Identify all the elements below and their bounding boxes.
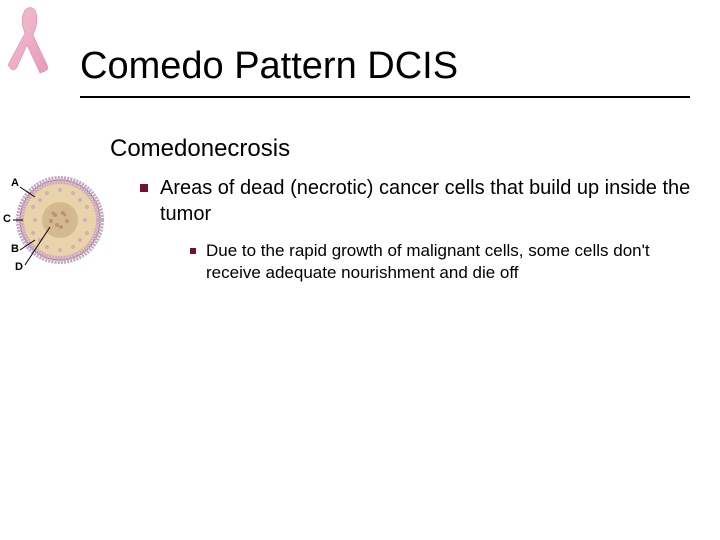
bullet-level2-text: Due to the rapid growth of malignant cel…	[206, 240, 705, 284]
title-area: Comedo Pattern DCIS	[80, 45, 690, 98]
bullet-marker-icon	[190, 248, 196, 254]
diagram-label-d: D	[15, 261, 23, 273]
diagram-label-c: C	[3, 213, 11, 225]
bullet-level2: Due to the rapid growth of malignant cel…	[190, 240, 705, 284]
comedo-diagram: A C B D	[5, 165, 110, 275]
slide-title: Comedo Pattern DCIS	[80, 45, 690, 98]
diagram-label-a: A	[11, 177, 19, 189]
slide-subtitle: Comedonecrosis	[110, 135, 290, 163]
diagram-label-b: B	[11, 243, 19, 255]
bullet-level1-text: Areas of dead (necrotic) cancer cells th…	[160, 175, 705, 227]
awareness-ribbon-icon	[5, 5, 55, 75]
bullet-level1: Areas of dead (necrotic) cancer cells th…	[140, 175, 705, 227]
bullet-marker-icon	[140, 184, 148, 192]
